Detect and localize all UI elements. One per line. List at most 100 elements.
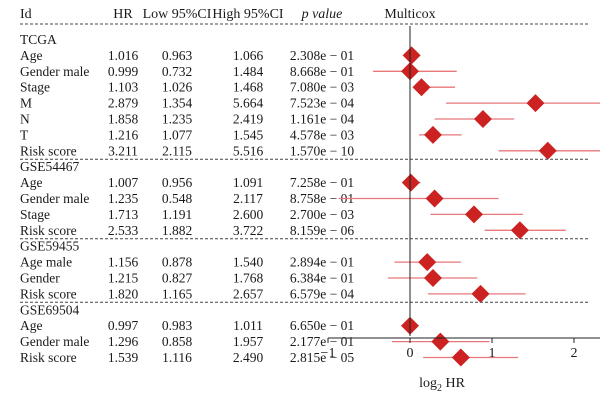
p-value: 1.161e − 04 [290,112,354,127]
high-ci-value: 1.484 [233,64,264,79]
table-row: Risk score 3.211 2.115 5.516 1.570e − 10 [20,141,600,160]
high-ci-value: 3.722 [233,223,263,238]
low-ci-value: 0.548 [162,191,193,206]
low-ci-value: 2.115 [162,143,192,158]
table-row: Age 1.007 0.956 1.091 7.258e − 01 [20,173,421,192]
table-row: Age male 1.156 0.878 1.540 2.894e − 01 [20,253,461,272]
low-ci-value: 1.026 [162,80,193,95]
high-ci-value: 5.664 [233,96,264,111]
p-value: 2.894e − 01 [290,255,354,270]
x-tick-label: 0 [407,346,414,361]
group-label: GSE54467 [20,159,80,174]
hr-marker [423,125,442,144]
table-row: N 1.858 1.235 2.419 1.161e − 04 [20,110,515,128]
low-ci-value: 0.983 [162,318,193,333]
p-value: 4.578e − 03 [290,127,354,142]
hr-marker [451,348,470,367]
group-label: GSE59455 [20,239,80,254]
hr-value: 1.820 [108,286,139,301]
hr-value: 1.156 [108,255,139,270]
row-label: Stage [20,80,50,95]
p-value: 2.815e − 05 [290,350,354,365]
table-row: Risk score 1.539 1.116 2.490 2.815e − 05 [20,348,519,367]
p-value: 6.384e − 01 [290,271,354,286]
hr-marker [473,110,492,128]
p-value: 8.159e − 06 [290,223,354,238]
row-label: Risk score [20,223,77,238]
row-label: N [20,112,30,127]
low-ci-value: 0.963 [162,48,193,63]
row-label: Risk score [20,286,77,301]
low-ci-value: 1.882 [162,223,192,238]
table-header: Id HR Low 95%CI High 95%CI p value Multi… [20,7,436,22]
low-ci-value: 0.732 [162,64,192,79]
low-ci-value: 1.191 [162,207,192,222]
hr-value: 2.533 [108,223,139,238]
row-label: T [20,127,29,142]
header-multicox: Multicox [384,7,435,22]
hr-value: 1.713 [108,207,139,222]
high-ci-value: 2.117 [233,191,263,206]
hr-value: 0.997 [108,318,139,333]
x-tick-label: −1 [321,346,336,361]
group-label: GSE69504 [20,302,80,317]
hr-value: 1.216 [108,127,139,142]
header-hr: HR [113,7,133,22]
table-row: Gender male 1.296 0.858 1.957 2.177e − 01 [20,332,490,351]
row-label: Stage [20,207,50,222]
high-ci-value: 2.600 [233,207,264,222]
p-value: 8.668e − 01 [290,64,354,79]
high-ci-value: 1.011 [233,318,263,333]
table-row: Gender male 1.235 0.548 2.117 8.758e − 01 [20,189,499,208]
p-value: 1.570e − 10 [290,143,354,158]
row-label: Age [20,48,43,63]
x-axis: −10123 [321,26,600,361]
hr-value: 3.211 [108,143,138,158]
hr-marker [423,269,442,287]
high-ci-value: 1.957 [233,334,264,349]
low-ci-value: 1.354 [162,96,193,111]
hr-marker [402,46,421,65]
hr-marker [425,189,444,208]
header-p-value: p value [301,7,343,22]
high-ci-value: 1.066 [233,48,264,63]
p-value: 7.080e − 03 [290,80,354,95]
low-ci-value: 1.077 [162,127,193,142]
hr-value: 1.539 [108,350,139,365]
row-label: Gender male [20,191,89,206]
table-row: Age 1.016 0.963 1.066 2.308e − 01 [20,46,421,65]
hr-value: 2.879 [108,96,139,111]
header-id: Id [20,7,32,22]
p-value: 8.758e − 01 [290,191,354,206]
low-ci-value: 0.956 [162,175,193,190]
p-value: 6.579e − 04 [290,286,354,301]
p-value: 7.523e − 04 [290,96,354,111]
row-label: M [20,96,32,111]
table-row: T 1.216 1.077 1.545 4.578e − 03 [20,125,462,144]
p-value: 2.308e − 01 [290,48,354,63]
hr-marker [510,221,529,240]
hr-value: 0.999 [108,64,139,79]
row-label: Risk score [20,143,77,158]
low-ci-value: 0.827 [162,271,193,286]
row-label: Risk score [20,350,77,365]
hr-value: 1.103 [108,80,139,95]
table-row: M 2.879 1.354 5.664 7.523e − 04 [20,94,600,113]
high-ci-value: 1.540 [233,255,264,270]
table-row: Age 0.997 0.983 1.011 6.650e − 01 [20,316,419,335]
x-tick-label: 2 [571,346,578,361]
high-ci-value: 2.490 [233,350,264,365]
high-ci-value: 1.468 [233,80,264,95]
hr-marker [401,173,420,192]
high-ci-value: 1.768 [233,271,264,286]
row-label: Gender [20,271,60,286]
x-axis-label: log2 HR [419,376,466,394]
hr-marker [431,332,450,351]
header-high-ci: High 95%CI [212,7,284,22]
high-ci-value: 1.545 [233,127,264,142]
hr-value: 1.016 [108,48,139,63]
p-value: 2.700e − 03 [290,207,354,222]
hr-value: 1.215 [108,271,139,286]
low-ci-value: 1.165 [162,286,193,301]
